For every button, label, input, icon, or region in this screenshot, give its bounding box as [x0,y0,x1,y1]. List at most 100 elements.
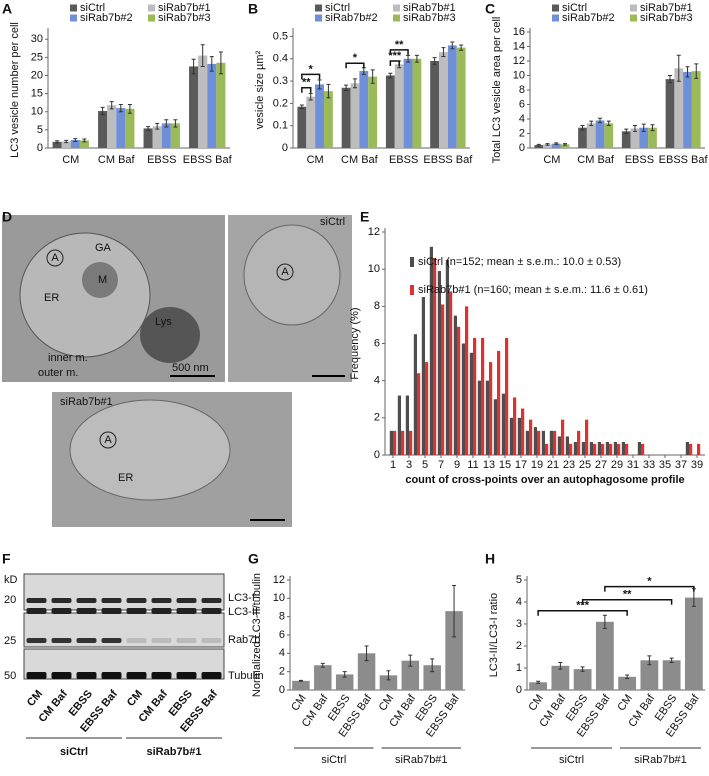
band [51,672,72,679]
bar [447,45,457,149]
x-tick-label: EBSS Baf [659,154,709,166]
legend-label: siRab7b#1 [158,2,211,14]
legend-swatch [70,14,77,22]
error-bar [694,63,699,79]
micrograph-label: GA [95,242,112,254]
lane-label: CM [25,688,45,709]
band [51,638,72,643]
x-tick-label: 23 [563,459,575,471]
x-tick-label: 33 [643,459,655,471]
error-bar [554,142,559,145]
error-bar [408,654,413,667]
y-tick-label: 2 [374,412,380,424]
bar [152,126,162,148]
legend-swatch [410,257,414,267]
x-tick-label: 21 [547,459,559,471]
band [101,638,122,643]
x-tick-label: CM [289,693,309,714]
bar [170,123,180,148]
bar [609,443,613,455]
error-bar [370,69,375,84]
micrograph-label: ER [44,292,59,304]
legend-label: siCtrl [325,2,350,14]
error-bar [624,128,629,134]
band [26,598,47,603]
x-tick-label: 11 [467,459,478,471]
group-label: siRab7b#1 [634,754,687,766]
band [126,638,147,643]
legend-label: siCtrl [562,2,587,14]
bar [457,326,461,455]
error-bar [352,78,357,89]
x-tick-label: 25 [579,459,591,471]
legend-swatch [410,285,414,295]
error-bar [100,106,105,116]
bar [385,75,395,148]
bar [306,96,316,148]
y-tick-label: 0 [37,142,43,154]
bar [597,441,601,455]
bar [125,108,135,148]
bar [543,144,552,148]
band [76,598,97,603]
error-bar [536,143,541,147]
error-bar [317,79,322,90]
bar [368,76,378,148]
band [101,672,122,679]
bar [456,47,466,148]
bar [61,141,71,148]
error-bar [155,122,160,130]
y-tick-label: 0.1 [273,120,288,132]
bar [589,441,593,455]
y-axis-label: LC3 vesicle number per cell [9,22,21,158]
error-bar [459,44,464,51]
band [76,638,97,643]
legend-swatch [552,4,559,12]
autophagosome [19,232,151,358]
significance-bracket [301,73,321,80]
error-bar [64,139,69,144]
y-tick-label: 0.5 [273,30,288,42]
error-bar [308,92,313,101]
y-tick-label: 8 [279,611,285,623]
autophagosome [69,399,231,501]
error-bar [406,54,411,63]
band [76,672,97,679]
x-tick-label: CM [62,154,79,166]
x-tick-label: CM [377,693,397,714]
legend-swatch [70,4,77,12]
bar [585,419,589,455]
band [51,598,72,603]
bar [489,362,493,455]
bar [640,660,659,690]
bar [98,111,108,148]
bar [683,71,692,148]
micrograph-label: A [281,266,289,278]
y-tick-label: 5 [516,574,522,586]
y-tick-label: 4 [516,596,522,608]
band [201,672,222,679]
band [26,638,47,643]
error-bar [563,143,567,146]
band [76,608,97,614]
bar [601,443,605,455]
error-bar [299,104,304,110]
x-tick-label: 29 [611,459,623,471]
significance-label: ** [302,77,311,89]
bar [441,304,445,455]
x-tick-label: 15 [499,459,511,471]
x-tick-label: 3 [406,459,412,471]
bar [70,140,80,148]
error-bar [342,671,347,678]
lane-label: CM [125,688,145,709]
bar [533,427,537,455]
bar [449,291,453,455]
error-bar [209,56,214,72]
micrograph-label: M [98,274,107,286]
bar [216,62,226,148]
panel-label: C [485,1,495,17]
panel-label: B [248,1,258,17]
group-label: siCtrl [559,754,584,766]
bar [551,665,570,690]
bar [465,306,469,455]
